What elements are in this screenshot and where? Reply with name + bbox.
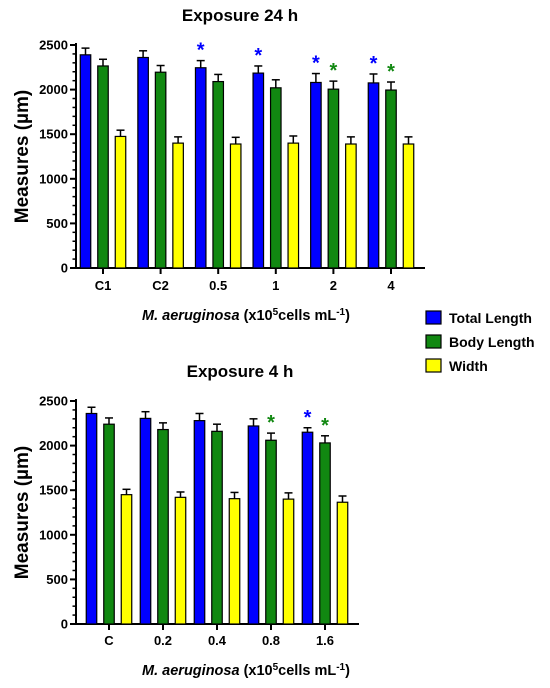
bar-width: [336, 501, 349, 625]
significance-star: *: [254, 45, 262, 67]
y-axis-label: Measures (µm): [12, 90, 33, 223]
bar-width: [287, 142, 300, 269]
x-tick-label: C1: [95, 278, 112, 293]
bar-total-length: [85, 412, 98, 625]
bar-body-length: [103, 423, 115, 625]
bar-body-length: [327, 88, 340, 269]
x-axis-label-part: ): [345, 663, 350, 679]
bar-body-length: [211, 430, 223, 625]
significance-star: *: [387, 61, 395, 83]
x-axis-label-species: M. aeruginosa: [142, 663, 240, 679]
significance-star: *: [267, 412, 275, 434]
x-axis-label: M. aeruginosa (x105cells mL-1): [142, 662, 350, 680]
bar-body-length: [157, 428, 169, 625]
x-axis-label-species: M. aeruginosa: [142, 308, 240, 324]
y-tick-label: 0: [61, 617, 68, 632]
x-axis-label-part: cells mL: [278, 663, 336, 679]
y-tick-label: 1000: [39, 527, 68, 542]
y-tick-label: 500: [46, 572, 68, 587]
significance-star: *: [197, 40, 205, 62]
x-tick-label: 1: [272, 278, 279, 293]
x-tick-label: 0.2: [154, 633, 172, 648]
bar-body-length: [212, 80, 225, 269]
bar-total-length: [79, 54, 92, 269]
bar-body-length: [385, 89, 397, 269]
x-axis-label-part: (x10: [240, 663, 273, 679]
y-tick-label: 1500: [39, 483, 68, 498]
legend-swatch: [425, 334, 442, 349]
bar-width: [172, 142, 184, 269]
legend-label: Total Length: [449, 310, 532, 326]
bar-width: [345, 143, 357, 269]
legend: Total Length Body Length Width: [425, 310, 535, 374]
y-tick-label: 2000: [39, 82, 68, 97]
significance-star: *: [330, 60, 338, 82]
bar-width: [228, 498, 241, 625]
x-tick-label: 1.6: [316, 633, 334, 648]
bar-width: [120, 494, 133, 625]
legend-swatch: [425, 358, 442, 373]
legend-swatch: [425, 310, 442, 325]
x-axis-label-part: ): [345, 308, 350, 324]
bar-width: [174, 496, 187, 625]
x-tick-label: 4: [387, 278, 395, 293]
significance-star: *: [312, 53, 320, 75]
bar-total-length: [367, 82, 380, 269]
x-tick-label: 0.8: [262, 633, 280, 648]
bar-body-length: [265, 439, 277, 625]
bar-width: [282, 498, 295, 625]
x-axis-label-superscript: -1: [336, 307, 345, 318]
x-axis-label-superscript: 5: [273, 662, 279, 673]
y-tick-label: 2500: [39, 38, 68, 53]
bar-total-length: [139, 417, 152, 625]
x-tick-label: 0.5: [209, 278, 227, 293]
bar-total-length: [301, 431, 314, 625]
y-tick-label: 0: [61, 261, 68, 276]
legend-label: Width: [449, 358, 488, 374]
bar-body-length: [97, 65, 109, 269]
significance-star: *: [370, 53, 378, 75]
bar-width: [114, 135, 127, 269]
x-axis-label-part: cells mL: [278, 308, 336, 324]
bar-total-length: [310, 81, 322, 269]
bar-width: [229, 143, 242, 269]
y-tick-label: 2000: [39, 438, 68, 453]
y-axis-label: Measures (µm): [12, 446, 33, 579]
significance-star: *: [304, 407, 312, 429]
bar-total-length: [193, 420, 206, 625]
x-tick-label: C2: [152, 278, 169, 293]
bar-body-length: [269, 87, 282, 269]
chart-exposure-4h: Exposure 4 h Measures (µm) 0 500 1000 1500 200…: [12, 362, 359, 679]
x-axis-label-superscript: 5: [273, 307, 279, 318]
x-axis-label-superscript: -1: [336, 662, 345, 673]
bar-total-length: [137, 56, 149, 269]
x-axis-label-part: (x10: [240, 308, 273, 324]
y-tick-label: 500: [46, 216, 68, 231]
bar-total-length: [247, 425, 260, 625]
x-tick-label: 2: [330, 278, 337, 293]
x-tick-label: C: [104, 633, 114, 648]
bar-body-length: [319, 442, 331, 625]
bar-body-length: [154, 71, 167, 269]
bar-total-length: [252, 72, 265, 269]
y-tick-label: 2500: [39, 394, 68, 409]
chart-title: Exposure 24 h: [182, 6, 298, 25]
y-tick-label: 1000: [39, 171, 68, 186]
y-tick-label: 1500: [39, 127, 68, 142]
legend-label: Body Length: [449, 334, 535, 350]
bar-width: [402, 143, 415, 269]
bar-total-length: [194, 67, 207, 269]
x-tick-label: 0.4: [208, 633, 227, 648]
x-axis-label: M. aeruginosa (x105cells mL-1): [142, 307, 350, 325]
significance-star: *: [321, 415, 329, 437]
chart-title: Exposure 4 h: [187, 362, 294, 381]
